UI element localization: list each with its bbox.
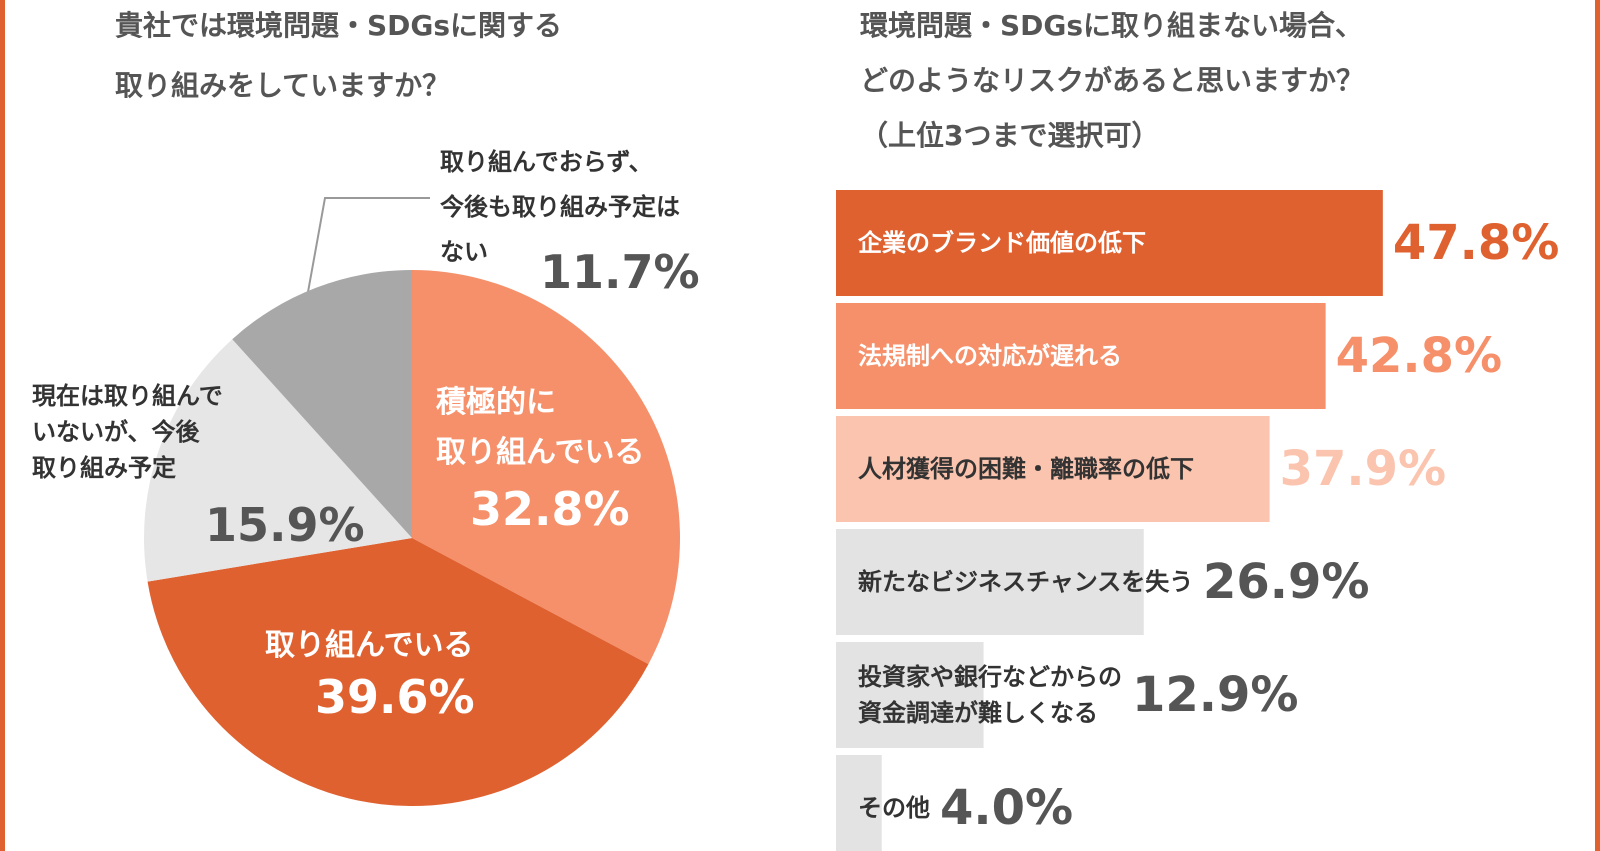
bar-value: 47.8%: [1392, 215, 1560, 271]
slice-label: 取り組んでおらず、 今後も取り組み予定は ない: [440, 148, 680, 266]
slice-value: 15.9%: [205, 498, 365, 552]
pie-slice: [232, 270, 412, 538]
left-border: [0, 0, 5, 851]
bar-label: その他: [858, 794, 930, 822]
pie-title: 貴社では環境問題・SDGsに関する 取り組みをしていますか？: [115, 9, 563, 102]
slice-label: 現在は取り組んで いないが、今後 取り組み予定: [32, 382, 223, 482]
slice-label: 取り組んでいる: [265, 628, 474, 663]
bar: [836, 190, 1383, 296]
slice-label: 積極的に 取り組んでいる: [436, 385, 645, 470]
bar-value: 4.0%: [940, 780, 1074, 836]
slice-value: 32.8%: [470, 482, 630, 536]
pie-slice: [144, 339, 412, 582]
bar-value: 42.8%: [1335, 328, 1503, 384]
bar-label: 法規制への対応が遅れる: [858, 342, 1122, 370]
bar-label: 人材獲得の困難・離職率の低下: [858, 455, 1194, 483]
bar: [836, 416, 1270, 522]
pie-slice: [412, 270, 680, 665]
bar-label: 投資家や銀行などからの 資金調達が難しくなる: [858, 663, 1122, 727]
bar: [836, 755, 882, 851]
bar: [836, 303, 1326, 409]
bar: [836, 642, 984, 748]
slice-value: 39.6%: [315, 670, 475, 724]
slice-value: 11.7%: [540, 245, 700, 299]
bar-value: 26.9%: [1203, 554, 1370, 610]
bar-label: 企業のブランド価値の低下: [858, 229, 1146, 257]
bar-title: 環境問題・SDGsに取り組まない場合、 どのようなリスクがあると思いますか？ （…: [860, 9, 1365, 152]
bar-value: 12.9%: [1132, 667, 1299, 723]
right-border: [1595, 0, 1600, 851]
leader-line: [307, 197, 430, 293]
bar: [836, 529, 1144, 635]
bar-value: 37.9%: [1279, 441, 1447, 497]
pie-slice: [147, 538, 649, 806]
bar-label: 新たなビジネスチャンスを失う: [858, 568, 1194, 596]
